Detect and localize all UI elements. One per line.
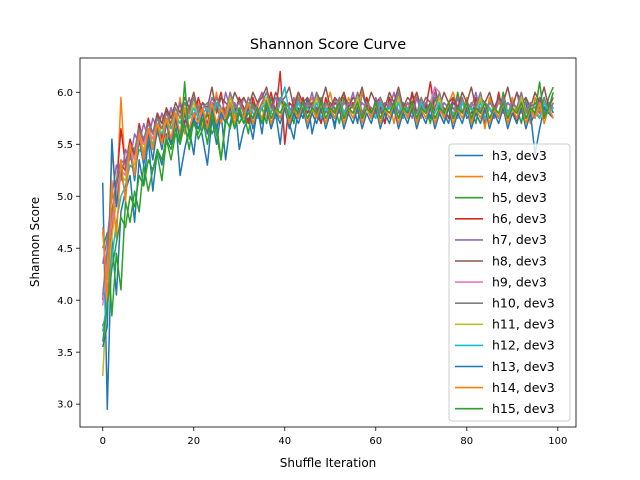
legend-label: h6, dev3 [492, 211, 547, 226]
series-line-13 [102, 81, 554, 342]
legend-label: h9, dev3 [492, 274, 547, 289]
y-tick-label: 4.0 [57, 296, 73, 307]
legend-label: h8, dev3 [492, 253, 547, 268]
x-tick-label: 100 [548, 436, 567, 447]
legend-label: h14, dev3 [492, 380, 555, 395]
axes: 0 20 40 60 80 100 3.0 3.5 4.0 4.5 5.0 5.5 6.0 [57, 57, 577, 447]
y-tick-label: 5.5 [57, 140, 73, 151]
plot-frame [79, 57, 577, 428]
y-tick-label: 3.0 [57, 400, 73, 411]
y-tick-label: 6.0 [57, 88, 73, 99]
legend-label: h3, dev3 [492, 148, 547, 163]
chart-title: Shannon Score Curve [250, 37, 406, 53]
x-tick-label: 0 [100, 436, 106, 447]
legend-label: h11, dev3 [492, 317, 555, 332]
x-tick-label: 20 [187, 436, 200, 447]
legend-label: h7, dev3 [492, 232, 547, 247]
legend-box [448, 143, 571, 422]
legend-label: h15, dev3 [492, 401, 555, 416]
legend-label: h5, dev3 [492, 190, 547, 205]
y-tick-label: 4.5 [57, 244, 73, 255]
series-line-8 [102, 91, 554, 296]
y-tick-label: 3.5 [57, 348, 73, 359]
y-tick-label: 5.0 [57, 192, 73, 203]
legend-label: h4, dev3 [492, 169, 547, 184]
series-line-12 [102, 101, 554, 301]
x-tick-label: 60 [369, 436, 382, 447]
legend-label: h12, dev3 [492, 338, 555, 353]
legend-label: h10, dev3 [492, 296, 555, 311]
x-tick-label: 40 [278, 436, 291, 447]
legend: h3, dev3 h4, dev3 h5, dev3 h6, dev3 h7, dev3… [448, 143, 571, 422]
series-lines [102, 70, 554, 411]
y-axis-label: Shannon Score [28, 197, 42, 287]
x-tick-label: 80 [460, 436, 473, 447]
legend-label: h13, dev3 [492, 359, 555, 374]
x-axis-label: Shuffle Iteration [280, 456, 377, 470]
series-line-11 [102, 107, 554, 348]
